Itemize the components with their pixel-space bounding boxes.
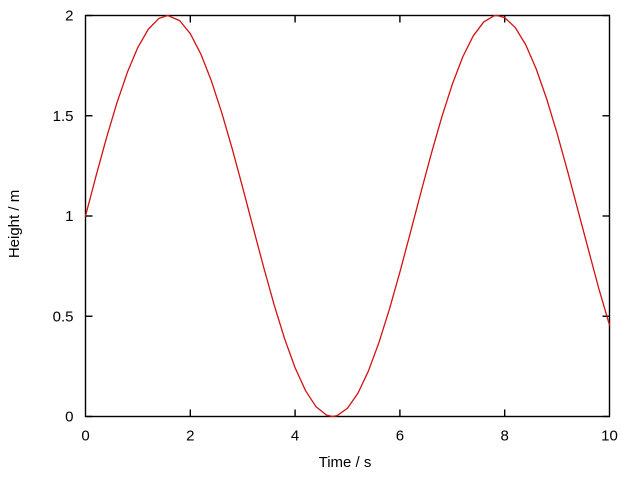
y-tick-label: 2 bbox=[65, 8, 73, 25]
y-tick-label: 1.5 bbox=[53, 108, 74, 125]
data-series-group bbox=[84, 14, 611, 418]
x-tick-label: 0 bbox=[81, 428, 89, 445]
x-tick-label: 10 bbox=[601, 428, 618, 445]
x-tick-label: 8 bbox=[501, 428, 509, 445]
y-tick-label: 1 bbox=[65, 208, 73, 225]
y-tick-label: 0.5 bbox=[53, 308, 74, 325]
y-tick-label: 0 bbox=[65, 409, 73, 426]
x-axis-tick-labels: 0 2 4 6 8 10 bbox=[81, 428, 618, 445]
series-line-height bbox=[84, 14, 611, 418]
x-tick-label: 4 bbox=[291, 428, 299, 445]
x-tick-label: 6 bbox=[396, 428, 404, 445]
x-tick-label: 2 bbox=[186, 428, 194, 445]
x-axis-title: Time / s bbox=[319, 454, 372, 471]
y-axis-tick-labels: 0 0.5 1 1.5 2 bbox=[53, 8, 74, 426]
y-axis-title: Height / m bbox=[6, 190, 23, 258]
